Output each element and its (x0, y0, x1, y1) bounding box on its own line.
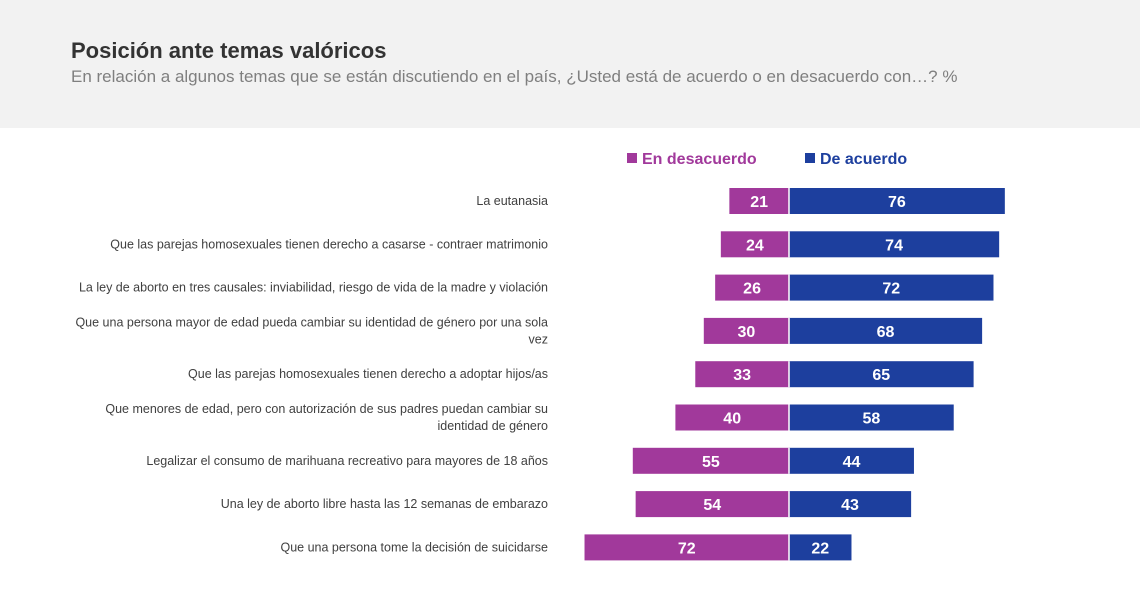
bar-en-desacuerdo (715, 274, 789, 301)
data-label-en-desacuerdo: 26 (743, 281, 761, 298)
data-label-en-desacuerdo: 72 (678, 540, 696, 557)
legend-label-en-desacuerdo: En desacuerdo (642, 151, 757, 168)
bar-de-acuerdo (789, 231, 1000, 258)
category-label: Que una persona mayor de edad pueda camb… (75, 315, 548, 346)
data-label-en-desacuerdo: 33 (733, 367, 751, 384)
data-label-en-desacuerdo: 21 (750, 194, 768, 211)
data-label-de-acuerdo: 43 (841, 497, 859, 514)
category-label: Que una persona tome la decisión de suic… (280, 540, 548, 554)
bar-en-desacuerdo (720, 231, 789, 258)
page-subtitle: En relación a algunos temas que se están… (71, 67, 958, 86)
data-label-de-acuerdo: 74 (885, 237, 903, 254)
data-label-de-acuerdo: 58 (862, 411, 880, 428)
legend-swatch-en-desacuerdo (627, 153, 637, 163)
bar-de-acuerdo (789, 534, 852, 561)
category-label: Que las parejas homosexuales tienen dere… (188, 367, 548, 381)
data-label-de-acuerdo: 65 (872, 367, 890, 384)
bar-en-desacuerdo (584, 534, 789, 561)
category-label: Una ley de aborto libre hasta las 12 sem… (221, 497, 548, 511)
bar-de-acuerdo (789, 491, 912, 518)
category-label: Que menores de edad, pero con autorizaci… (105, 402, 548, 433)
category-label: La ley de aborto en tres causales: invia… (79, 281, 548, 295)
bar-de-acuerdo (789, 404, 954, 431)
data-label-en-desacuerdo: 55 (702, 454, 720, 471)
bar-en-desacuerdo (695, 361, 789, 388)
bar-en-desacuerdo (635, 491, 789, 518)
bar-de-acuerdo (789, 447, 914, 474)
legend-swatch-de-acuerdo (805, 153, 815, 163)
header-band: Posición ante temas valóricos En relació… (0, 0, 1140, 128)
legend-label-de-acuerdo: De acuerdo (820, 151, 907, 168)
bar-en-desacuerdo (632, 447, 789, 474)
category-label: La eutanasia (476, 194, 548, 208)
bar-de-acuerdo (789, 274, 994, 301)
data-label-de-acuerdo: 76 (888, 194, 906, 211)
page-title: Posición ante temas valóricos (71, 38, 387, 63)
bar-de-acuerdo (789, 361, 974, 388)
data-label-de-acuerdo: 72 (882, 281, 900, 298)
data-label-de-acuerdo: 68 (877, 324, 895, 341)
category-label: Que las parejas homosexuales tienen dere… (110, 237, 548, 251)
bar-de-acuerdo (789, 188, 1005, 214)
data-label-de-acuerdo: 44 (843, 454, 861, 471)
data-label-en-desacuerdo: 54 (703, 497, 721, 514)
bar-de-acuerdo (789, 317, 983, 344)
data-label-en-desacuerdo: 24 (746, 237, 764, 254)
data-label-en-desacuerdo: 40 (723, 411, 741, 428)
bar-en-desacuerdo (675, 404, 789, 431)
bar-en-desacuerdo (729, 188, 789, 214)
bar-en-desacuerdo (703, 317, 789, 344)
data-label-de-acuerdo: 22 (811, 540, 829, 557)
category-label: Legalizar el consumo de marihuana recrea… (146, 454, 548, 468)
data-label-en-desacuerdo: 30 (738, 324, 756, 341)
diverging-bar-chart: En desacuerdo De acuerdo La eutanasia 21 76 Q… (75, 151, 1005, 561)
